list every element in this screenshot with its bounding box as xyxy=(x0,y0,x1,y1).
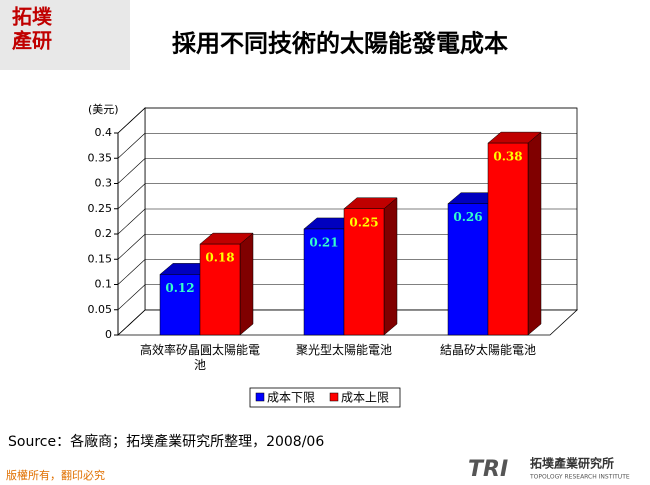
y-tick-label: 0 xyxy=(105,328,112,341)
legend-label: 成本下限 xyxy=(267,391,315,405)
y-tick-label: 0.05 xyxy=(88,303,113,316)
grid-line xyxy=(117,259,146,285)
grid-line xyxy=(117,284,146,310)
brand-name: 拓墣產業研究所 xyxy=(530,456,614,471)
legend-label: 成本上限 xyxy=(341,391,389,405)
brand-mark: TRI xyxy=(468,457,508,482)
y-tick-label: 0.35 xyxy=(88,151,113,164)
legend-swatch xyxy=(329,392,339,402)
brand-english: TOPOLOGY RESEARCH INSTITUTE xyxy=(529,474,630,481)
value-label: 0.21 xyxy=(309,235,338,249)
footer: 版權所有，翻印必究 xyxy=(6,468,105,482)
legend-box xyxy=(249,387,401,408)
x-tick-label: 結晶矽太陽能電池 xyxy=(439,343,536,357)
bar xyxy=(343,208,385,336)
grid-line xyxy=(117,133,146,159)
logo: 拓墣 xyxy=(12,5,53,29)
bar-side xyxy=(239,232,254,336)
y-tick-label: 0.25 xyxy=(88,202,113,215)
legend-swatch xyxy=(255,392,265,402)
x-tick-label-box: 聚光型太陽能電池 xyxy=(295,343,392,357)
grid-line xyxy=(117,158,146,184)
bar xyxy=(303,228,345,336)
bar xyxy=(487,142,529,336)
value-label: 0.38 xyxy=(493,150,522,164)
y-label: (美元) xyxy=(88,103,119,116)
grid-line xyxy=(117,183,146,209)
value-label: 0.25 xyxy=(349,215,378,229)
value-label: 0.12 xyxy=(165,281,194,295)
value-label: 0.26 xyxy=(453,210,482,224)
value-label: 0.18 xyxy=(205,251,234,265)
bar xyxy=(159,274,201,336)
source: Source：各廠商；拓墣產業研究所整理，2008/06 xyxy=(8,433,324,450)
y-tick-label: 0.2 xyxy=(95,227,113,240)
grid-line xyxy=(117,234,146,260)
x-tick-label: 高效率矽晶圓太陽能電池 xyxy=(139,343,260,372)
bar xyxy=(199,243,241,336)
grid-line xyxy=(117,309,146,336)
y-tick-label: 0.3 xyxy=(95,177,113,190)
grid-line xyxy=(117,208,146,235)
x-tick-label-box: 高效率矽晶圓太陽能電池 xyxy=(139,343,260,372)
y-tick-label: 0.15 xyxy=(88,252,113,265)
x-tick-label-box: 結晶矽太陽能電池 xyxy=(439,343,536,357)
logo-bg xyxy=(0,0,130,70)
logo: 產研 xyxy=(12,29,52,53)
y-tick-label: 0.4 xyxy=(95,126,113,139)
bar-side xyxy=(383,197,398,336)
grid-line xyxy=(117,107,146,134)
bar-side xyxy=(527,131,542,336)
chart-title: 採用不同技術的太陽能發電成本 xyxy=(172,29,508,58)
bar xyxy=(447,203,489,336)
y-tick-label: 0.1 xyxy=(95,278,113,291)
x-tick-label: 聚光型太陽能電池 xyxy=(295,343,392,357)
